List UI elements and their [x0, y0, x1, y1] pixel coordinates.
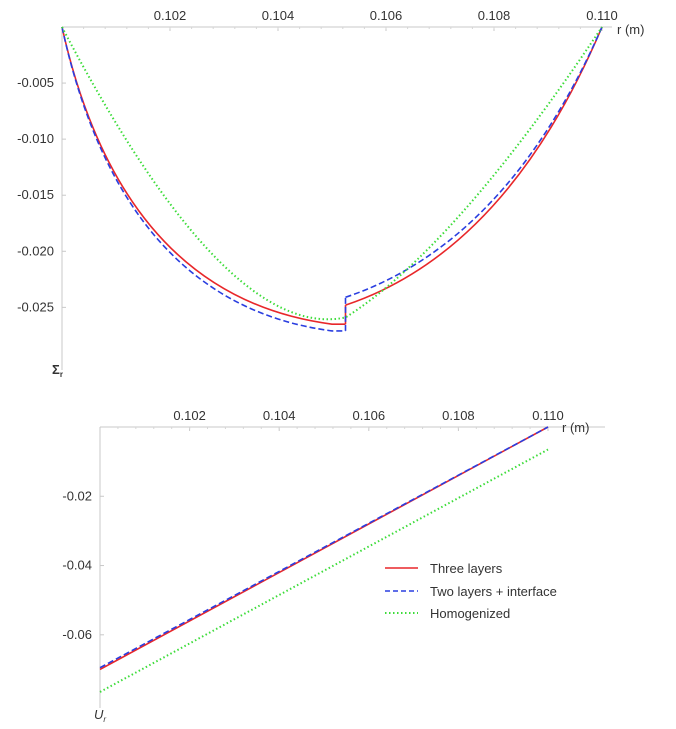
legend: Three layers Two layers + interface Homo…: [385, 561, 557, 621]
displacement-chart: 0.102 0.104 0.106 0.108 0.110 -0.02-0.04-0.0…: [62, 408, 605, 724]
stress-series-two-layers-interface-segment-2: [345, 26, 603, 299]
stress-x-axis-label: r (m): [617, 22, 644, 37]
legend-label-two-layers-interface: Two layers + interface: [430, 584, 557, 599]
stress-y-ticks: -0.005 -0.010 -0.015 -0.020 -0.025: [17, 75, 66, 314]
stress-x-tick-label: 0.104: [262, 8, 295, 23]
stress-series-three-layers-segment-2: [345, 26, 603, 306]
displacement-x-ticks: 0.102 0.104 0.106 0.108 0.110: [117, 408, 564, 431]
stress-chart: 0.102 0.104 0.106 0.108 0.110 -0.005-0.010-0…: [17, 8, 644, 379]
stress-y-tick-label: -0.005: [17, 75, 54, 90]
stress-y-tick-label: -0.010: [17, 131, 54, 146]
displacement-series-lines: [99, 426, 549, 693]
legend-label-homogenized: Homogenized: [430, 606, 510, 621]
displacement-y-axis-label: Ur: [94, 707, 106, 724]
stress-series-lines: [61, 26, 603, 332]
displacement-x-tick-label: 0.110: [532, 408, 564, 423]
stress-x-tick-label: 0.102: [154, 8, 187, 23]
stress-series-two-layers-interface-segment-1: [61, 26, 346, 332]
stress-x-tick-label: 0.110: [586, 8, 618, 23]
legend-label-three-layers: Three layers: [430, 561, 503, 576]
stress-x-tick-label: 0.108: [478, 8, 511, 23]
displacement-series-homogenized: [99, 448, 549, 693]
displacement-x-tick-label: 0.106: [353, 408, 386, 423]
stress-y-tick-label: -0.015: [17, 187, 54, 202]
stress-series-homogenized: [61, 26, 603, 321]
displacement-y-tick-label: -0.06: [62, 627, 92, 642]
stress-y-axis-label: Σr: [52, 362, 63, 379]
displacement-x-axis-label: r (m): [562, 420, 589, 435]
stress-y-tick-label: -0.025: [17, 299, 54, 314]
displacement-y-tick-label: -0.02: [62, 488, 92, 503]
displacement-y-ticks: -0.02 -0.04 -0.06: [62, 488, 104, 642]
displacement-x-tick-label: 0.108: [442, 408, 475, 423]
stress-y-tick-label: -0.020: [17, 243, 54, 258]
stress-x-ticks: 0.102 0.104 0.106 0.108 0.110: [83, 8, 618, 31]
stress-x-tick-label: 0.106: [370, 8, 403, 23]
displacement-x-tick-label: 0.104: [263, 408, 296, 423]
displacement-x-tick-label: 0.102: [173, 408, 206, 423]
displacement-series-two-layers-interface: [99, 426, 549, 669]
stress-series-three-layers-segment-1: [61, 26, 346, 325]
displacement-y-tick-label: -0.04: [62, 558, 92, 573]
